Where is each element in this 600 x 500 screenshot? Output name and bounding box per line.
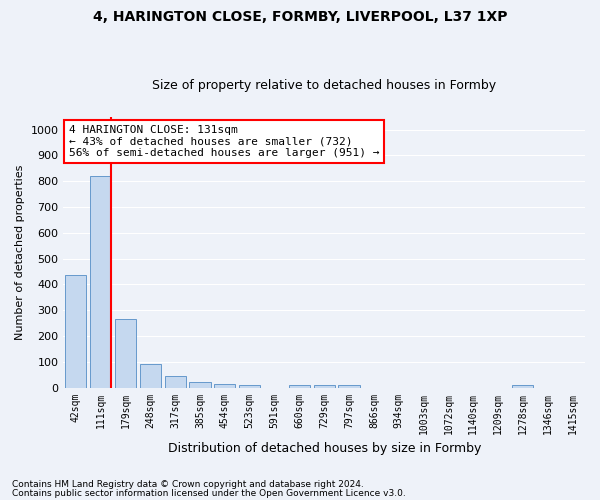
Title: Size of property relative to detached houses in Formby: Size of property relative to detached ho… xyxy=(152,79,496,92)
Bar xyxy=(164,376,186,388)
Bar xyxy=(140,364,161,388)
Text: 4, HARINGTON CLOSE, FORMBY, LIVERPOOL, L37 1XP: 4, HARINGTON CLOSE, FORMBY, LIVERPOOL, L… xyxy=(93,10,507,24)
Text: Contains HM Land Registry data © Crown copyright and database right 2024.: Contains HM Land Registry data © Crown c… xyxy=(12,480,364,489)
Bar xyxy=(190,382,211,388)
Bar xyxy=(512,386,533,388)
Bar xyxy=(314,384,335,388)
Bar xyxy=(65,276,86,388)
Bar xyxy=(90,176,111,388)
Y-axis label: Number of detached properties: Number of detached properties xyxy=(15,164,25,340)
Text: Contains public sector information licensed under the Open Government Licence v3: Contains public sector information licen… xyxy=(12,489,406,498)
X-axis label: Distribution of detached houses by size in Formby: Distribution of detached houses by size … xyxy=(167,442,481,455)
Bar xyxy=(289,385,310,388)
Bar xyxy=(115,319,136,388)
Bar xyxy=(239,384,260,388)
Text: 4 HARINGTON CLOSE: 131sqm
← 43% of detached houses are smaller (732)
56% of semi: 4 HARINGTON CLOSE: 131sqm ← 43% of detac… xyxy=(68,125,379,158)
Bar xyxy=(338,385,359,388)
Bar xyxy=(214,384,235,388)
